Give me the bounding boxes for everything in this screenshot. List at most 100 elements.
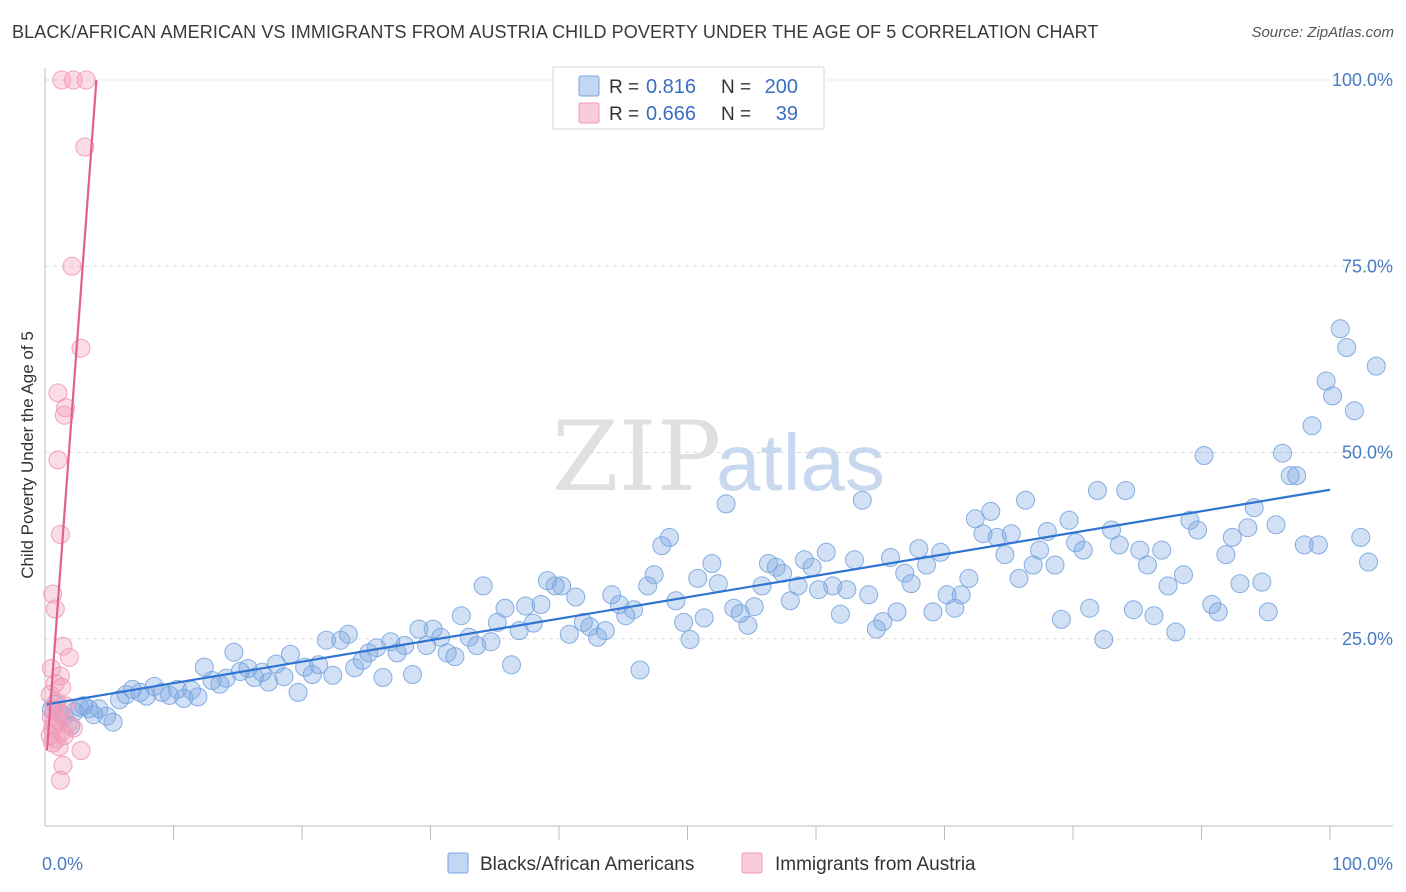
point-blacks (338, 624, 358, 644)
stats-n-value-0: 200 (765, 76, 798, 98)
point-austria (49, 737, 69, 757)
point-blacks (559, 624, 579, 644)
point-blacks (403, 665, 422, 684)
point-blacks (652, 536, 672, 556)
point-blacks (495, 598, 515, 618)
point-austria (48, 383, 68, 403)
point-blacks (1330, 319, 1350, 339)
y-axis-label: Child Poverty Under the Age of 5 (18, 331, 37, 579)
point-blacks (1351, 527, 1371, 547)
point-blacks (895, 563, 915, 583)
point-blacks (738, 615, 758, 635)
point-blacks (887, 602, 907, 622)
point-blacks (959, 568, 979, 588)
point-blacks (981, 501, 1001, 521)
point-blacks (688, 568, 708, 588)
point-blacks (744, 597, 764, 617)
point-blacks (516, 596, 536, 616)
point-austria (53, 755, 73, 775)
point-blacks (638, 576, 658, 596)
point-blacks (644, 565, 664, 585)
point-blacks (1302, 416, 1322, 436)
point-blacks (110, 690, 129, 710)
y-tick-label-25: 25.0% (1342, 629, 1393, 649)
watermark: ZIP atlas (552, 401, 885, 513)
point-blacks (552, 576, 572, 596)
point-blacks (995, 545, 1015, 565)
watermark-atlas: atlas (716, 418, 885, 507)
point-austria (50, 525, 70, 544)
point-blacks (1080, 598, 1100, 618)
point-austria (62, 256, 82, 276)
point-blacks (224, 642, 244, 662)
point-blacks (802, 557, 822, 577)
point-blacks (445, 647, 465, 667)
point-blacks (1258, 602, 1278, 622)
point-blacks (973, 524, 993, 544)
point-blacks (1059, 510, 1079, 530)
point-austria (59, 647, 79, 667)
point-blacks (1287, 466, 1307, 486)
point-blacks (866, 619, 886, 639)
point-blacks (588, 627, 607, 647)
point-blacks (1051, 609, 1071, 629)
point-blacks (103, 712, 123, 732)
point-austria (54, 405, 74, 425)
point-blacks (660, 527, 679, 547)
point-blacks (89, 699, 109, 719)
point-blacks (694, 608, 714, 628)
stats-swatch-blacks (578, 75, 600, 97)
point-blacks (1130, 540, 1150, 560)
point-austria (50, 770, 70, 790)
point-blacks (280, 644, 300, 664)
y-tick-label-50: 50.0% (1342, 443, 1393, 463)
point-blacks (274, 667, 294, 687)
point-blacks (451, 606, 471, 626)
point-blacks (730, 603, 750, 623)
stats-r-value-0: 0.816 (646, 76, 696, 98)
point-blacks (1359, 552, 1378, 572)
point-blacks (423, 619, 443, 639)
point-blacks (680, 630, 700, 649)
point-austria (76, 70, 96, 90)
point-blacks (345, 658, 365, 678)
point-austria (45, 599, 65, 619)
y-tick-labels: 25.0% 50.0% 75.0% 100.0% (1332, 70, 1393, 649)
point-blacks (1066, 533, 1086, 553)
point-blacks (1001, 524, 1021, 544)
point-blacks (1337, 338, 1357, 357)
stats-n-label-1: N = (721, 104, 751, 125)
legend-label-austria: Immigrants from Austria (775, 854, 976, 875)
point-blacks (545, 576, 565, 596)
point-blacks (188, 687, 208, 707)
point-austria (71, 741, 91, 760)
point-blacks (1116, 481, 1136, 500)
point-blacks (467, 636, 487, 655)
point-blacks (1208, 602, 1228, 622)
point-blacks (387, 643, 407, 663)
point-blacks (1216, 545, 1236, 565)
point-blacks (1202, 595, 1222, 614)
gridlines (45, 79, 1392, 640)
stats-n-value-1: 39 (776, 103, 798, 125)
trend-line-blacks (46, 488, 1331, 706)
stats-n-label-0: N = (721, 77, 751, 98)
point-blacks (1158, 576, 1178, 596)
point-blacks (259, 672, 279, 692)
point-blacks (852, 490, 872, 510)
x-tick-labels: 0.0% 100.0% (42, 854, 1393, 874)
point-blacks (1073, 540, 1093, 560)
point-blacks (1366, 356, 1386, 376)
point-austria (75, 137, 95, 157)
point-blacks (1144, 606, 1164, 626)
point-blacks (1222, 527, 1242, 547)
point-blacks (580, 617, 600, 637)
y-tick-label-100: 100.0% (1332, 70, 1393, 90)
point-austria (48, 450, 68, 470)
point-blacks (830, 604, 850, 624)
point-blacks (288, 682, 308, 702)
bottom-legend: Blacks/African Americans Immigrants from… (447, 852, 976, 875)
stats-r-value-1: 0.666 (646, 103, 696, 125)
axes (44, 68, 1393, 840)
